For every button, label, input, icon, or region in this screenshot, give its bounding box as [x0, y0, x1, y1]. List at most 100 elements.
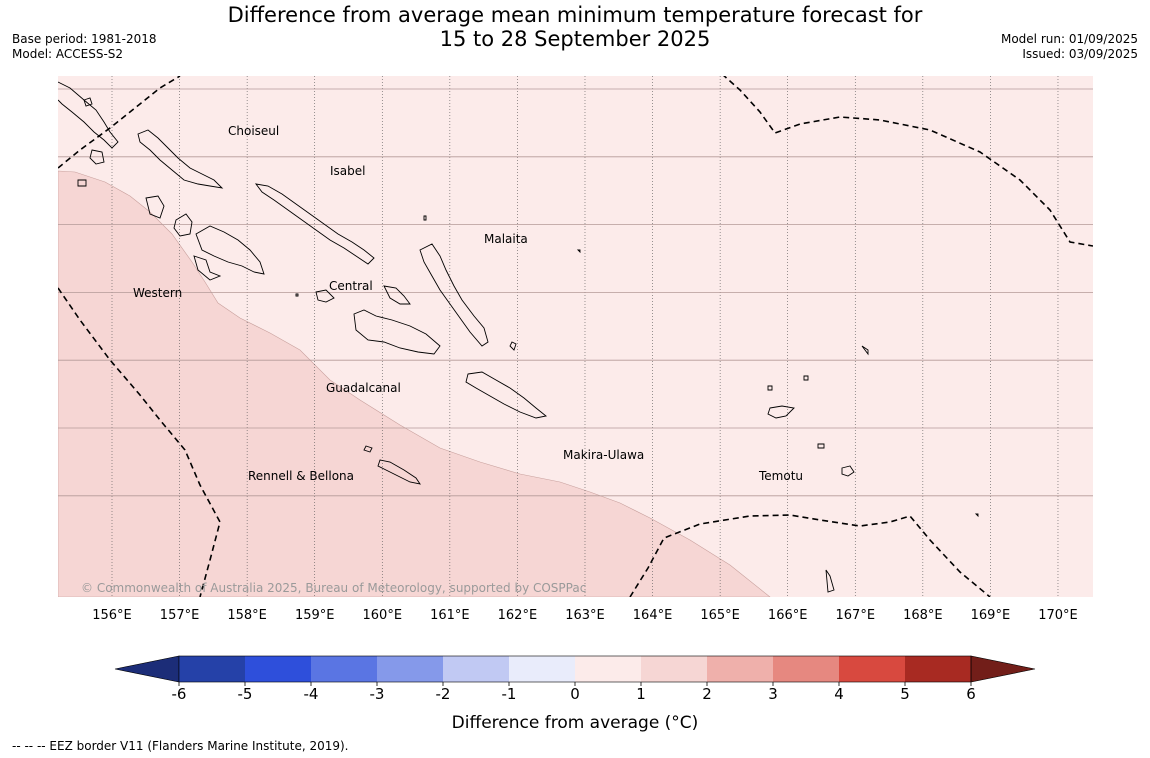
coast-buka: [83, 97, 93, 107]
base-period: Base period: 1981-2018: [12, 32, 157, 46]
map-title: Difference from average mean minimum tem…: [0, 3, 1150, 51]
longitude-label: 162°E: [498, 608, 538, 623]
title-line-2: 15 to 28 September 2025: [439, 27, 711, 51]
coast-bellona: [363, 445, 373, 453]
coast-tikopia: [825, 569, 835, 593]
latitude-label: 10°S: [17, 354, 48, 369]
colorbar-swatch: [905, 656, 971, 682]
coast-vella-lavella: [145, 195, 165, 219]
colorbar-label: Difference from average (°C): [452, 713, 699, 733]
coast-sandfly: [767, 385, 773, 391]
eez-border-south: [629, 514, 991, 597]
coast-makira: [465, 371, 548, 419]
graticule: [58, 76, 1093, 597]
longitude-label: 161°E: [430, 608, 470, 623]
colorbar-tick-label: 0: [570, 685, 580, 703]
longitude-label: 168°E: [903, 608, 943, 623]
copyright-notice: © Commonwealth of Australia 2025, Bureau…: [81, 581, 586, 595]
longitude-label: 158°E: [227, 608, 267, 623]
model-name: Model: ACCESS-S2: [12, 47, 124, 61]
colorbar-tick-label: -1: [502, 685, 517, 703]
coast-ontong-java: [576, 249, 581, 254]
colorbar-swatch: [641, 656, 707, 682]
colorbar-over-arrow: [970, 655, 1036, 683]
coast-kolombangara: [173, 213, 193, 237]
province-label-isabel: Isabel: [330, 164, 365, 178]
colorbar-tick-label: -4: [304, 685, 319, 703]
eez-border-bougainville: [58, 76, 181, 169]
eez-border-north: [723, 76, 1093, 247]
colorbar-swatch: [377, 656, 443, 682]
longitude-label: 167°E: [836, 608, 876, 623]
coast-isabel: [254, 183, 375, 265]
colorbar-swatch: [575, 656, 641, 682]
coast-bougainville-south: [89, 149, 105, 165]
longitude-label: 159°E: [295, 608, 335, 623]
coast-duff-islands: [861, 345, 869, 356]
eez-legend: -- -- -- EEZ border V11 (Flanders Marine…: [12, 739, 349, 753]
latitude-label: 11°S: [17, 422, 48, 437]
map-frame: 6°S 7°S 8°S 9°S 10°S 11°S 12°S: [17, 76, 1093, 597]
coast-new-georgia: [195, 225, 265, 275]
longitude-label: 157°E: [160, 608, 200, 623]
colorbar-tick-label: 4: [834, 685, 844, 703]
coast-florida-islands: [315, 289, 335, 303]
coast-utupua: [817, 443, 825, 449]
province-label-malaita: Malaita: [484, 232, 528, 246]
coast-choiseul: [137, 129, 224, 189]
eez-border-west: [58, 287, 221, 597]
province-label-central: Central: [329, 279, 373, 293]
coast-savo: [295, 293, 299, 297]
model-run: Model run: 01/09/2025: [1000, 32, 1138, 46]
province-label-makira-ulawa: Makira-Ulawa: [563, 448, 644, 462]
colorbar-tick-label: 1: [636, 685, 646, 703]
longitude-label: 160°E: [363, 608, 403, 623]
province-labels: Choiseul Isabel Malaita Western Central …: [133, 124, 803, 483]
colorbar-swatch: [443, 656, 509, 682]
colorbar-swatch: [245, 656, 311, 682]
colorbar-tick-label: 6: [966, 685, 976, 703]
coast-rendova: [193, 255, 222, 281]
model-info: Base period: 1981-2018 Model: ACCESS-S2: [12, 32, 157, 62]
colorbar-tick-label: -2: [436, 685, 451, 703]
latitude-label: 6°S: [25, 83, 48, 98]
coast-anuta: [974, 513, 979, 518]
colorbar: -6 -5 -4 -3 -2 -1 0 1 2 3 4 5 6: [114, 655, 1036, 703]
colorbar-tick-label: 5: [900, 685, 910, 703]
colorbar-tick-label: -5: [238, 685, 253, 703]
colorbar-tick-label: -6: [172, 685, 187, 703]
colorbar-swatch: [179, 656, 245, 682]
coast-reef-islands: [803, 375, 809, 381]
coast-bougainville: [58, 81, 119, 149]
coastlines: [58, 81, 979, 593]
colorbar-swatch: [311, 656, 377, 682]
latitude-label: 8°S: [25, 219, 48, 234]
coast-vanikoro: [841, 465, 855, 477]
coast-malaita: [419, 243, 489, 347]
latitude-labels: 6°S 7°S 8°S 9°S 10°S 11°S 12°S: [17, 83, 48, 505]
province-label-temotu: Temotu: [758, 469, 803, 483]
coast-shortland: [77, 179, 87, 187]
colorbar-under-arrow: [114, 655, 180, 683]
province-label-western: Western: [133, 286, 182, 300]
colorbar-swatch: [773, 656, 839, 682]
longitude-label: 164°E: [633, 608, 673, 623]
latitude-label: 9°S: [25, 286, 48, 301]
colorbar-tick-label: 2: [702, 685, 712, 703]
longitude-label: 163°E: [565, 608, 605, 623]
province-label-guadalcanal: Guadalcanal: [326, 381, 401, 395]
latitude-label: 7°S: [25, 151, 48, 166]
eez-borders: [58, 76, 1093, 597]
province-label-rennell-bellona: Rennell & Bellona: [248, 469, 354, 483]
longitude-label: 169°E: [971, 608, 1011, 623]
run-info: Model run: 01/09/2025 Issued: 03/09/2025: [1001, 32, 1138, 62]
coast-rennell: [377, 459, 421, 485]
longitude-label: 166°E: [768, 608, 808, 623]
colorbar-swatch: [707, 656, 773, 682]
colorbar-tick-label: 3: [768, 685, 778, 703]
longitude-label: 165°E: [700, 608, 740, 623]
colorbar-tick-label: -3: [370, 685, 385, 703]
longitude-label: 156°E: [92, 608, 132, 623]
colorbar-swatch: [509, 656, 575, 682]
